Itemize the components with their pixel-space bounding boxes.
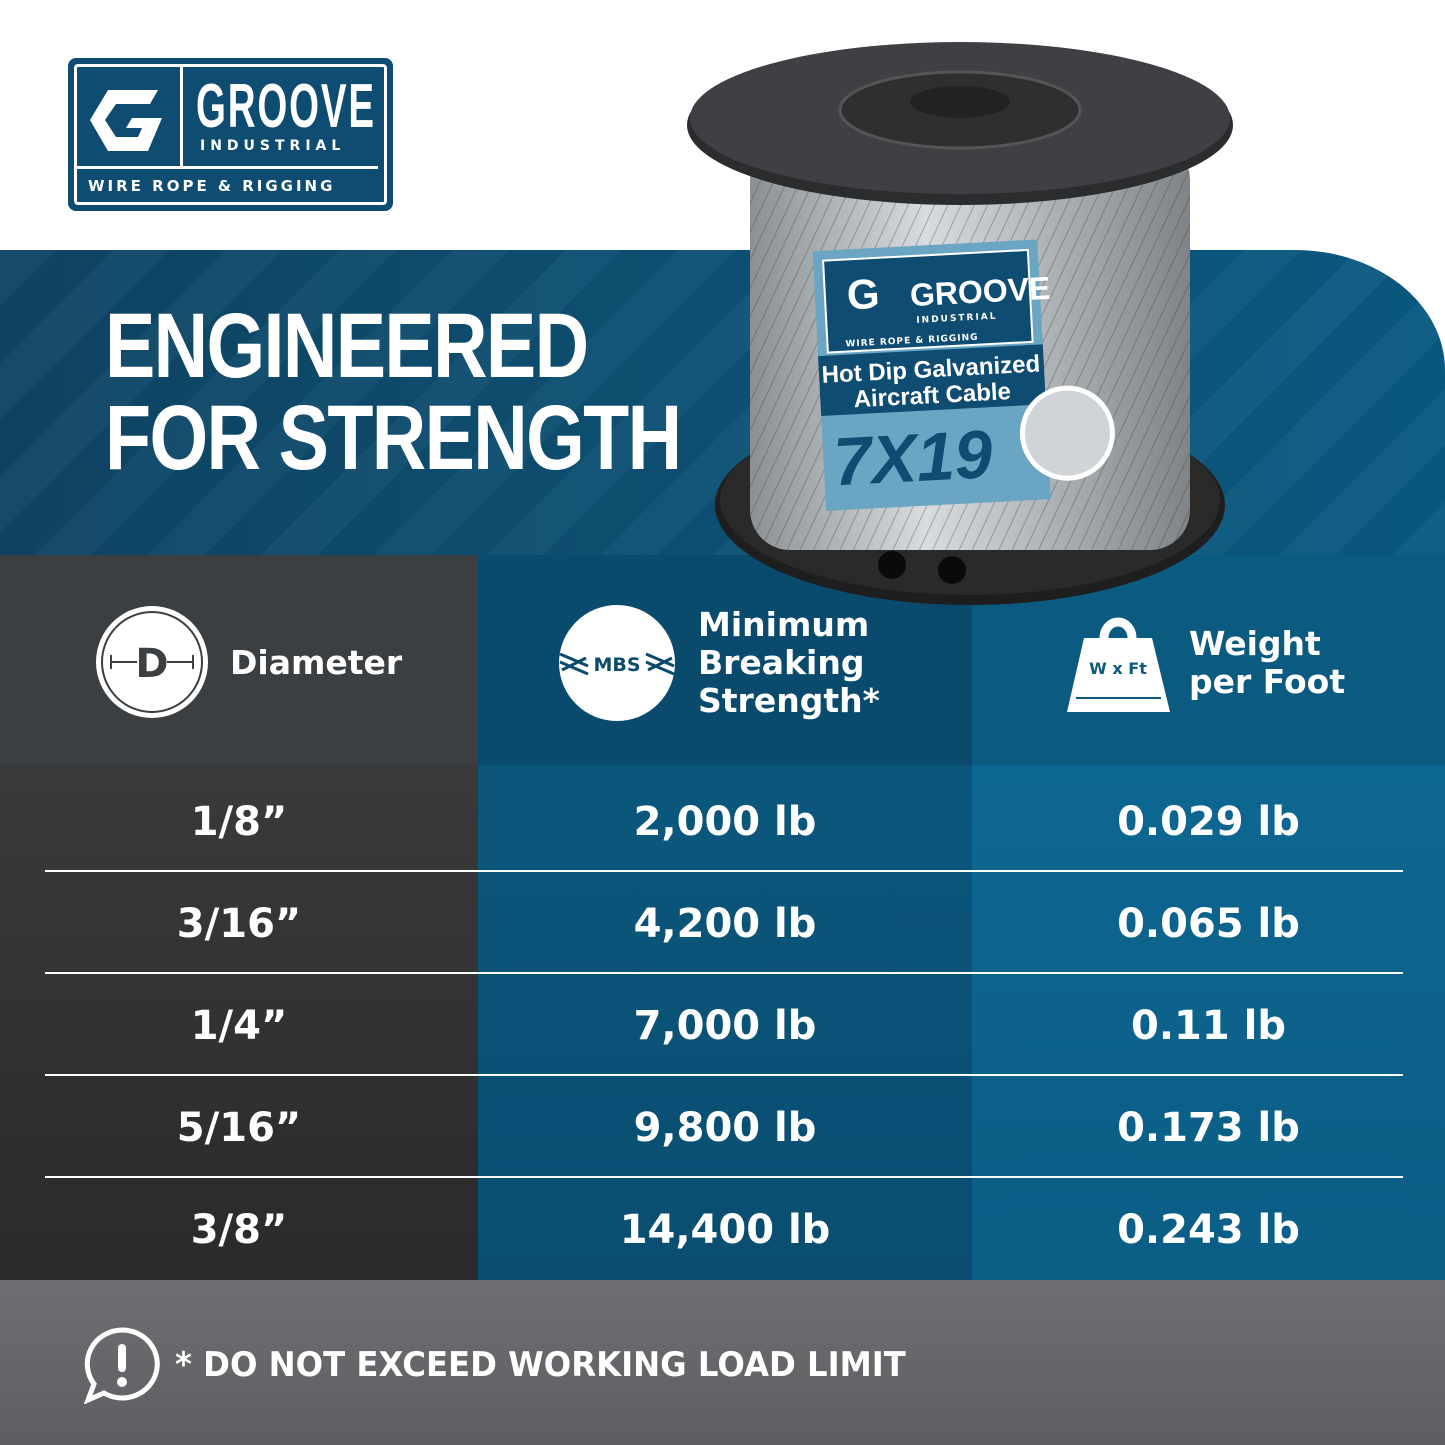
- brand-sub: INDUSTRIAL: [200, 138, 346, 154]
- diameter-icon: D: [96, 606, 208, 718]
- label-line: Minimum: [698, 604, 870, 644]
- diameter-cell: 1/8”: [190, 798, 288, 845]
- header-diameter: D Diameter: [95, 605, 402, 720]
- mbs-column: [478, 555, 972, 1280]
- header-diameter-label: Diameter: [230, 642, 403, 682]
- cable-spool-image: GROOVE INDUSTRIAL WIRE ROPE & RIGGING G …: [687, 42, 1233, 605]
- diameter-cell: 3/16”: [176, 900, 302, 947]
- svg-text:G: G: [846, 270, 881, 319]
- label-line: per Foot: [1189, 661, 1346, 701]
- diameter-icon-text: D: [135, 641, 168, 687]
- header-weight-label: Weight per Foot: [1189, 623, 1346, 701]
- row-divider: [45, 972, 1403, 974]
- mbs-cell: 2,000 lb: [633, 798, 817, 845]
- label-construction: 7X19: [832, 416, 995, 500]
- diameter-cell: 5/16”: [176, 1104, 302, 1151]
- weight-icon-text: W x Ft: [1089, 659, 1147, 678]
- g-logo-icon: [90, 90, 162, 151]
- brand-tagline: WIRE ROPE & RIGGING: [88, 177, 336, 195]
- label-line: Weight: [1189, 623, 1321, 663]
- label-line: Strength*: [698, 680, 880, 720]
- mbs-cell: 14,400 lb: [619, 1206, 831, 1253]
- hero-band: [0, 250, 1445, 555]
- diameter-column: [0, 555, 478, 1280]
- weight-icon: W x Ft: [1067, 617, 1170, 712]
- mbs-icon: MBS: [559, 604, 675, 721]
- weight-cell: 0.173 lb: [1117, 1104, 1300, 1151]
- weight-column: [972, 555, 1445, 1280]
- mbs-cell: 9,800 lb: [633, 1104, 817, 1151]
- header-mbs-label: Minimum Breaking Strength*: [698, 604, 880, 720]
- diameter-cell: 3/8”: [190, 1206, 288, 1253]
- header-mbs: MBS Minimum Breaking Strength*: [558, 600, 880, 725]
- row-divider: [45, 1176, 1403, 1178]
- row-divider: [45, 1074, 1403, 1076]
- label-sub: INDUSTRIAL: [916, 312, 998, 326]
- headline-line-1: ENGINEERED: [105, 295, 589, 397]
- alert-icon: [83, 1327, 160, 1404]
- brand-logo: GROOVE INDUSTRIAL WIRE ROPE & RIGGING: [68, 58, 393, 211]
- label-line: Breaking: [698, 642, 865, 682]
- mbs-icon-text: MBS: [593, 654, 640, 676]
- brand-name: GROOVE: [196, 72, 376, 141]
- mbs-cell: 4,200 lb: [633, 900, 817, 947]
- footer-warning: * DO NOT EXCEED WORKING LOAD LIMIT: [175, 1345, 906, 1385]
- diameter-cell: 1/4”: [190, 1002, 288, 1049]
- weight-cell: 0.243 lb: [1117, 1206, 1300, 1253]
- headline: ENGINEERED FOR STRENGTH: [105, 295, 682, 489]
- footer: [0, 1280, 1445, 1445]
- weight-cell: 0.065 lb: [1117, 900, 1300, 947]
- header-weight: W x Ft Weight per Foot: [1066, 605, 1345, 720]
- weight-cell: 0.11 lb: [1131, 1002, 1286, 1049]
- weight-cell: 0.029 lb: [1117, 798, 1300, 845]
- row-divider: [45, 870, 1403, 872]
- label-brand: GROOVE: [909, 270, 1051, 313]
- mbs-cell: 7,000 lb: [633, 1002, 817, 1049]
- headline-line-2: FOR STRENGTH: [105, 387, 682, 489]
